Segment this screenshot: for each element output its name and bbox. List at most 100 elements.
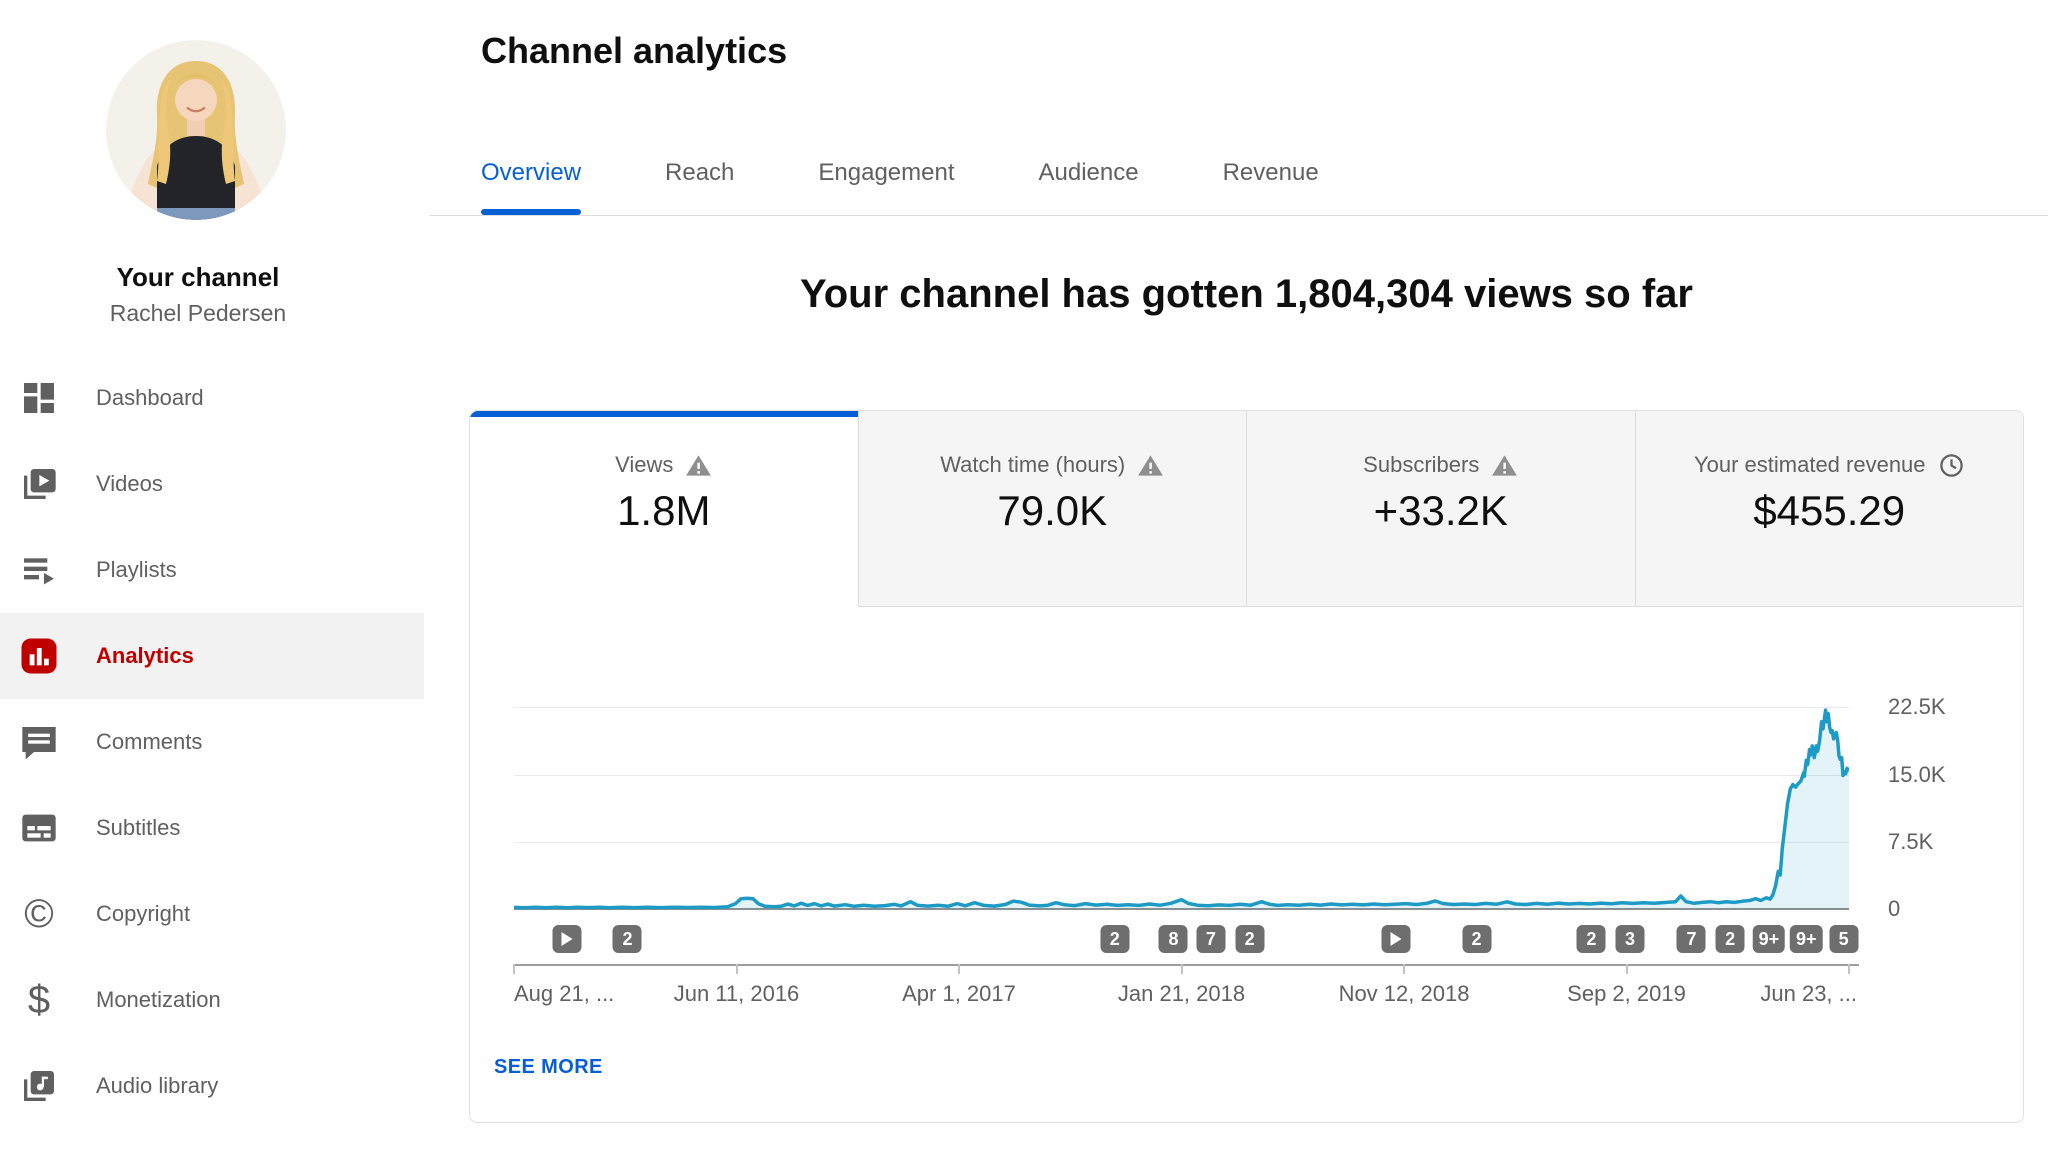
metric-subscribers[interactable]: Subscribers +33.2K	[1246, 411, 1635, 607]
videos-published-count-badge[interactable]: 7	[1676, 925, 1706, 953]
metric-label: Views	[470, 451, 858, 479]
tab-audience[interactable]: Audience	[1038, 159, 1139, 186]
videos-published-count-badge[interactable]: 2	[612, 925, 642, 953]
metric-cards: Views 1.8M Watch time (hours) 79.0K Subscrib…	[470, 411, 2023, 607]
metric-label-text: Subscribers	[1363, 452, 1480, 477]
sidebar-item-label: Subtitles	[96, 815, 181, 840]
videos-published-count-badge[interactable]: 2	[1715, 925, 1745, 953]
metric-label-text: Watch time (hours)	[940, 452, 1126, 477]
sidebar-item-comments[interactable]: Comments	[0, 699, 430, 785]
videos-published-count-badge[interactable]: 3	[1615, 925, 1645, 953]
subtitles-icon	[18, 807, 60, 849]
videos-published-count-badge[interactable]: 7	[1196, 925, 1226, 953]
tab-overview[interactable]: Overview	[481, 150, 582, 215]
axis-tick	[735, 964, 738, 974]
sidebar-item-subtitles[interactable]: Subtitles	[0, 785, 430, 871]
x-axis-label: Jan 21, 2018	[1117, 981, 1246, 1006]
playlists-icon	[18, 549, 60, 591]
analytics-card: Views 1.8M Watch time (hours) 79.0K Subscrib…	[469, 410, 2024, 1123]
videos-published-count-badge[interactable]: 8	[1158, 925, 1188, 953]
x-axis-line	[514, 908, 1849, 910]
videos-published-count-badge[interactable]: 5	[1829, 925, 1859, 953]
x-axis-label: Nov 12, 2018	[1338, 981, 1470, 1006]
tab-engagement[interactable]: Engagement	[818, 159, 955, 186]
gridline	[514, 775, 1849, 776]
sidebar-item-label: Playlists	[96, 557, 177, 582]
monetization-icon: $	[27, 978, 51, 1022]
play-icon	[1390, 932, 1402, 946]
metric-label-text: Your estimated revenue	[1693, 452, 1926, 477]
comments-icon	[18, 721, 60, 763]
axis-tick	[1625, 964, 1628, 974]
axis-tick	[1180, 964, 1183, 974]
sidebar-item-label: Videos	[96, 471, 163, 496]
x-axis-label: Sep 2, 2019	[1567, 981, 1686, 1006]
metric-label: Watch time (hours)	[859, 451, 1247, 479]
metric-your-estimated-revenue[interactable]: Your estimated revenue $455.29	[1634, 411, 2023, 607]
x-axis-label: Apr 1, 2017	[902, 981, 1016, 1006]
axis-tick	[513, 964, 515, 974]
x-axis-label: Aug 21, ...	[514, 981, 615, 1006]
videos-published-count-badge[interactable]: 2	[1462, 925, 1492, 953]
metric-value: 79.0K	[997, 487, 1108, 534]
y-axis-label: 15.0K	[1888, 762, 1946, 787]
axis-tick	[1403, 964, 1405, 974]
sidebar-item-analytics[interactable]: Analytics	[0, 613, 424, 699]
sidebar-item-dashboard[interactable]: Dashboard	[0, 355, 430, 441]
y-axis-label: 7.5K	[1888, 829, 1934, 854]
warning-icon	[1491, 452, 1518, 479]
metric-watch-time-hours[interactable]: Watch time (hours) 79.0K	[857, 411, 1247, 607]
videos-published-count-badge[interactable]: 9+	[1790, 925, 1823, 953]
views-headline: Your channel has gotten 1,804,304 views …	[800, 272, 1693, 316]
videos-published-count-badge[interactable]: 9+	[1752, 925, 1786, 953]
y-axis-label: 22.5K	[1888, 694, 1946, 719]
metric-label-text: Views	[615, 452, 674, 477]
gridline	[514, 707, 1849, 708]
channel-avatar[interactable]	[106, 40, 286, 220]
metric-value: +33.2K	[1373, 487, 1508, 534]
analytics-icon	[18, 635, 60, 677]
gridline	[514, 842, 1849, 843]
sidebar-menu: Dashboard Videos Playlists Analytics Comment…	[0, 355, 430, 1129]
copyright-icon: ©	[24, 892, 54, 936]
main-content: Channel analytics Overview Reach Engagemen…	[430, 0, 2048, 1158]
audio-library-icon	[18, 1065, 60, 1107]
dashboard-icon	[18, 377, 60, 419]
videos-published-count-badge[interactable]: 2	[1100, 925, 1130, 953]
sidebar-item-label: Monetization	[96, 987, 221, 1012]
sidebar-item-copyright[interactable]: © Copyright	[0, 871, 430, 957]
page-title: Channel analytics	[481, 30, 788, 71]
channel-section-label: Your channel	[116, 262, 280, 292]
videos-published-count-badge[interactable]: 2	[1235, 925, 1265, 953]
views-line-chart[interactable]	[514, 651, 1849, 913]
x-axis-label: Jun 11, 2016	[673, 981, 800, 1006]
metric-views[interactable]: Views 1.8M	[470, 411, 858, 607]
video-published-play-badge[interactable]	[1381, 925, 1411, 953]
sidebar-item-playlists[interactable]: Playlists	[0, 527, 430, 613]
video-published-play-badge[interactable]	[552, 925, 582, 953]
warning-icon	[685, 452, 712, 479]
sidebar-item-monetization[interactable]: $ Monetization	[0, 957, 430, 1043]
sidebar-item-label: Copyright	[96, 901, 191, 926]
channel-name: Rachel Pedersen	[109, 300, 287, 326]
clock-icon	[1938, 452, 1965, 479]
timeline-axis[interactable]	[514, 964, 1859, 966]
videos-published-count-badge[interactable]: 2	[1576, 925, 1606, 953]
avatar-image	[106, 40, 286, 220]
sidebar-item-label: Dashboard	[96, 385, 204, 410]
tab-reach[interactable]: Reach	[665, 159, 735, 186]
series-line	[514, 708, 1849, 910]
series-area-fill	[514, 710, 1849, 909]
sidebar-item-audio-library[interactable]: Audio library	[0, 1043, 430, 1129]
metric-label: Subscribers	[1247, 451, 1635, 479]
sidebar-item-videos[interactable]: Videos	[0, 441, 430, 527]
see-more-link[interactable]: SEE MORE	[494, 1056, 603, 1078]
videos-icon	[18, 463, 60, 505]
tab-revenue[interactable]: Revenue	[1222, 159, 1319, 186]
axis-tick	[958, 964, 960, 974]
warning-icon	[1137, 452, 1164, 479]
sidebar-item-label: Analytics	[96, 643, 194, 668]
sidebar-item-label: Audio library	[96, 1073, 219, 1098]
metric-value: 1.8M	[617, 487, 711, 534]
tabs-divider	[430, 215, 2048, 216]
